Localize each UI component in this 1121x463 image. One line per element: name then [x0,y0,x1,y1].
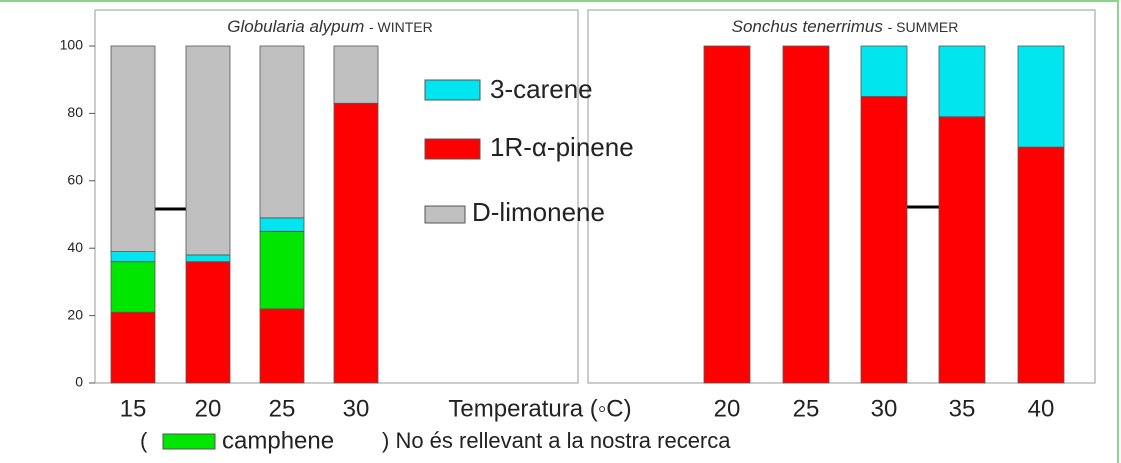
legend-label: 1R-α-pinene [490,132,634,162]
panel-title: Sonchus tenerrimus - SUMMER [732,17,959,36]
bar-segment [703,45,751,384]
legend-swatch [424,138,481,160]
bar-segment [1017,146,1065,384]
bar-segment [110,261,156,313]
note: ) No és rellevant a la nostra recerca [382,428,731,453]
bar-segment [259,230,305,310]
title-season: - WINTER [369,19,433,35]
bar-segment [860,96,908,384]
bar-segment [185,45,231,256]
bar-segment [1017,45,1065,148]
x-tick-label: 35 [949,395,976,422]
bar-segment [110,311,156,384]
title-species: Sonchus tenerrimus [732,17,884,36]
bar-segment [938,116,986,384]
bar-segment [259,217,305,232]
y-tick-label: 0 [75,374,83,390]
bar-segment [860,45,908,97]
x-tick-label: 20 [195,395,222,422]
note: ( [140,428,148,453]
bar-segment [259,45,305,219]
bar-segment [938,45,986,118]
y-tick-label: 20 [67,306,83,322]
panel-title: Globularia alypum - WINTER [227,17,433,36]
title-species: Globularia alypum [227,17,364,36]
y-tick-label: 40 [67,239,83,255]
legend-swatch [424,205,466,224]
x-tick-label: 20 [714,395,741,422]
x-tick-label: 15 [120,395,147,422]
panel-frame [587,9,1096,384]
legend-label: camphene [222,427,334,454]
bar-segment [185,261,231,384]
x-tick-label: 25 [269,395,296,422]
bar-segment [110,45,156,252]
y-tick-label: 80 [67,104,83,120]
x-tick-label: 30 [343,395,370,422]
bar-segment [782,45,830,384]
x-axis-label: Temperatura (◦C) [448,395,631,422]
legend-label: 3-carene [490,74,593,104]
bar-segment [110,251,156,263]
bar-segment [333,45,379,104]
bar-segment [333,102,379,384]
title-season: - SUMMER [888,19,959,35]
y-tick-label: 60 [67,172,83,188]
x-tick-label: 30 [871,395,898,422]
legend-swatch [424,79,481,101]
bar-segment [259,308,305,384]
y-tick-label: 100 [60,37,84,53]
x-tick-label: 40 [1028,395,1055,422]
legend-label: D-limonene [472,197,605,227]
x-tick-label: 25 [793,395,820,422]
bar-segment [185,254,231,263]
legend-swatch [162,433,216,450]
